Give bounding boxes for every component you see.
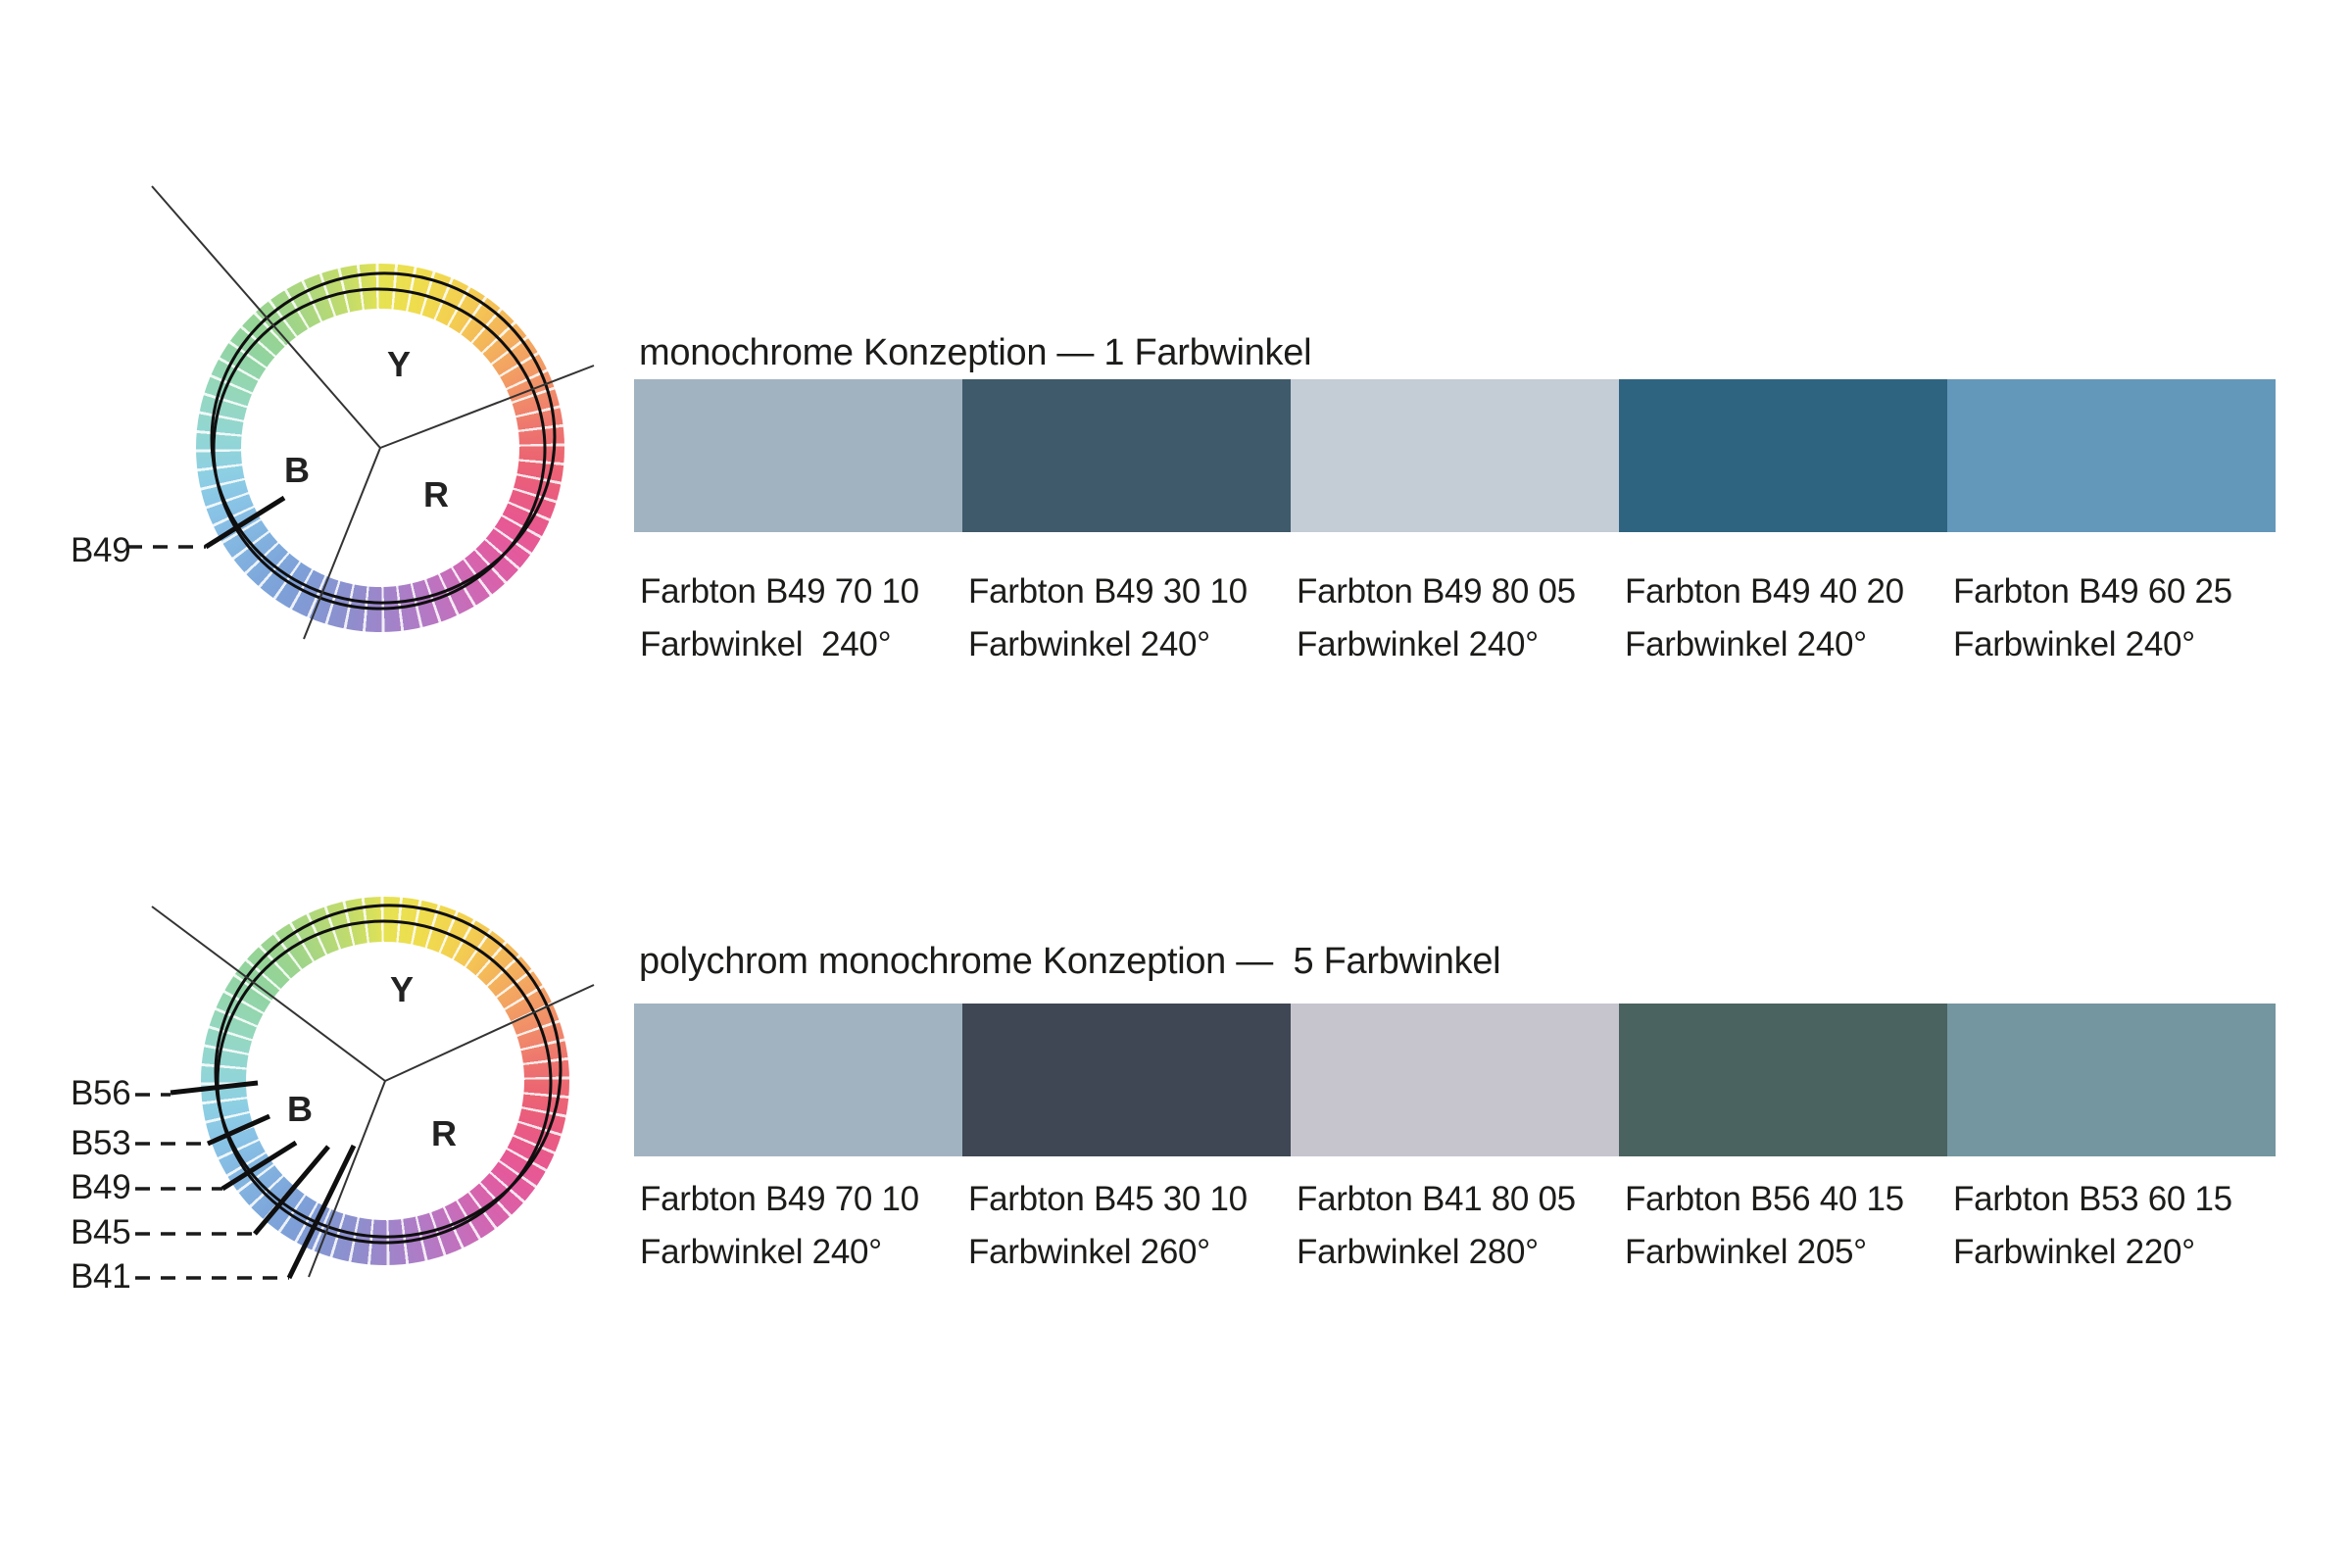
- farbton-label: Farbton B49 70 10: [640, 1180, 919, 1218]
- hue-wheel-center-disc: [241, 309, 519, 587]
- swatch-label: Farbton B45 30 10 Farbwinkel 260°: [962, 1179, 1291, 1273]
- swatch-label: Farbton B49 40 20 Farbwinkel 240°: [1619, 571, 1947, 665]
- pointer-label-b56: B56: [71, 1074, 131, 1112]
- hue-wheel-center-disc: [246, 942, 524, 1220]
- section2-title: polychrom monochrome Konzeption — 5 Farb…: [639, 941, 1501, 982]
- swatch-label: Farbton B49 60 25 Farbwinkel 240°: [1947, 571, 2276, 665]
- swatch-label: Farbton B49 30 10 Farbwinkel 240°: [962, 571, 1291, 665]
- swatch: [962, 1004, 1291, 1156]
- pointer-label-b49: B49: [71, 1168, 131, 1206]
- sector-label-red: R: [431, 1113, 457, 1153]
- farbwinkel-label: Farbwinkel 260°: [968, 1233, 1210, 1271]
- farbwinkel-label: Farbwinkel 280°: [1297, 1233, 1539, 1271]
- swatch-label: Farbton B49 70 10 Farbwinkel 240°: [634, 1179, 962, 1273]
- sector-label-blue: B: [287, 1089, 313, 1129]
- section2-swatch-labels: Farbton B49 70 10 Farbwinkel 240° Farbto…: [634, 1179, 2276, 1273]
- sector-label-blue: B: [284, 450, 310, 490]
- farbton-label: Farbton B49 70 10: [640, 572, 919, 611]
- swatch: [1947, 1004, 2276, 1156]
- farbwinkel-label: Farbwinkel 240°: [968, 625, 1210, 663]
- farbton-label: Farbton B41 80 05: [1297, 1180, 1576, 1218]
- farbton-label: Farbton B49 30 10: [968, 572, 1248, 611]
- farbwinkel-label: Farbwinkel 240°: [640, 1233, 882, 1271]
- pointer-label-b41: B41: [71, 1257, 131, 1296]
- section1-swatch-strip: [634, 379, 2276, 532]
- swatch-label: Farbton B49 70 10 Farbwinkel 240°: [634, 571, 962, 665]
- sector-label-yellow: Y: [386, 344, 412, 384]
- pointer-label-b49: B49: [71, 531, 131, 569]
- farbwinkel-label: Farbwinkel 205°: [1625, 1233, 1867, 1271]
- swatch: [1619, 1004, 1947, 1156]
- swatch: [634, 1004, 962, 1156]
- farbwinkel-label: Farbwinkel 240°: [1297, 625, 1539, 663]
- swatch: [962, 379, 1291, 532]
- section2-swatch-strip: [634, 1004, 2276, 1156]
- section1-title: monochrome Konzeption — 1 Farbwinkel: [639, 332, 1312, 373]
- swatch: [634, 379, 962, 532]
- swatch-label: Farbton B53 60 15 Farbwinkel 220°: [1947, 1179, 2276, 1273]
- swatch-label: Farbton B56 40 15 Farbwinkel 205°: [1619, 1179, 1947, 1273]
- swatch: [1619, 379, 1947, 532]
- swatch: [1291, 1004, 1619, 1156]
- swatch: [1947, 379, 2276, 532]
- swatch-label: Farbton B49 80 05 Farbwinkel 240°: [1291, 571, 1619, 665]
- farbwinkel-label: Farbwinkel 240°: [1953, 625, 2195, 663]
- farbwinkel-label: Farbwinkel 240°: [640, 625, 892, 663]
- farbton-label: Farbton B45 30 10: [968, 1180, 1248, 1218]
- farbwinkel-label: Farbwinkel 240°: [1625, 625, 1867, 663]
- pointer-label-b53: B53: [71, 1124, 131, 1162]
- farbwinkel-label: Farbwinkel 220°: [1953, 1233, 2195, 1271]
- farbton-label: Farbton B49 60 25: [1953, 572, 2232, 611]
- farbton-label: Farbton B53 60 15: [1953, 1180, 2232, 1218]
- sector-label-yellow: Y: [389, 969, 415, 1009]
- farbton-label: Farbton B49 80 05: [1297, 572, 1576, 611]
- swatch: [1291, 379, 1619, 532]
- farbton-label: Farbton B49 40 20: [1625, 572, 1904, 611]
- swatch-label: Farbton B41 80 05 Farbwinkel 280°: [1291, 1179, 1619, 1273]
- farbton-label: Farbton B56 40 15: [1625, 1180, 1904, 1218]
- sector-label-red: R: [423, 474, 449, 514]
- section1-swatch-labels: Farbton B49 70 10 Farbwinkel 240° Farbto…: [634, 571, 2276, 665]
- pointer-label-b45: B45: [71, 1213, 131, 1251]
